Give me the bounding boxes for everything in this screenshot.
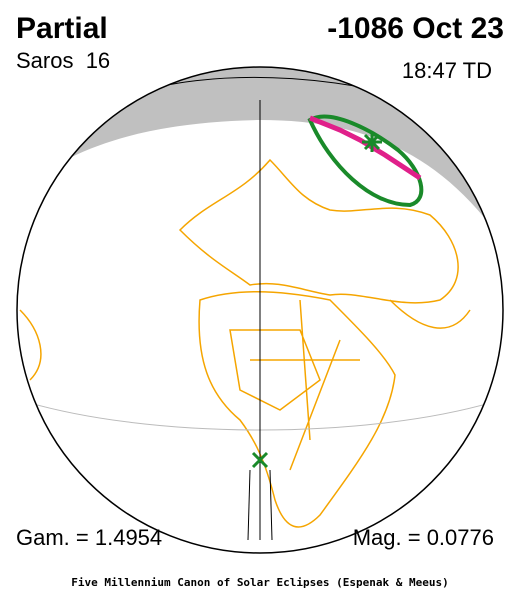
meridian: [247, 469, 251, 541]
magnitude: Mag. = 0.0776: [353, 525, 494, 550]
title: Partial: [16, 12, 108, 45]
globe-outline: [16, 66, 504, 554]
meridian: [269, 469, 273, 541]
borders-edge: [19, 299, 471, 381]
max-eclipse-line: [309, 115, 422, 181]
eclipse-limit: [307, 114, 424, 208]
africa: [198, 291, 396, 528]
gamma: Gam. = 1.4954: [16, 525, 162, 550]
greatest-eclipse: [362, 132, 382, 152]
borders: [229, 299, 360, 471]
europe: [178, 158, 459, 304]
date: -1086 Oct 23: [327, 12, 504, 45]
time: 18:47 TD: [402, 58, 492, 83]
saros: Saros 16: [16, 48, 110, 73]
credit: Five Millennium Canon of Solar Eclipses …: [71, 576, 449, 589]
sub-solar-point: [251, 451, 269, 469]
